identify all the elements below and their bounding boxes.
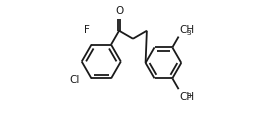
Text: F: F — [84, 25, 90, 35]
Text: CH: CH — [179, 92, 194, 102]
Text: 3: 3 — [186, 30, 191, 36]
Text: 3: 3 — [186, 93, 191, 99]
Text: CH: CH — [179, 25, 194, 35]
Text: O: O — [115, 6, 123, 16]
Text: Cl: Cl — [69, 75, 79, 85]
